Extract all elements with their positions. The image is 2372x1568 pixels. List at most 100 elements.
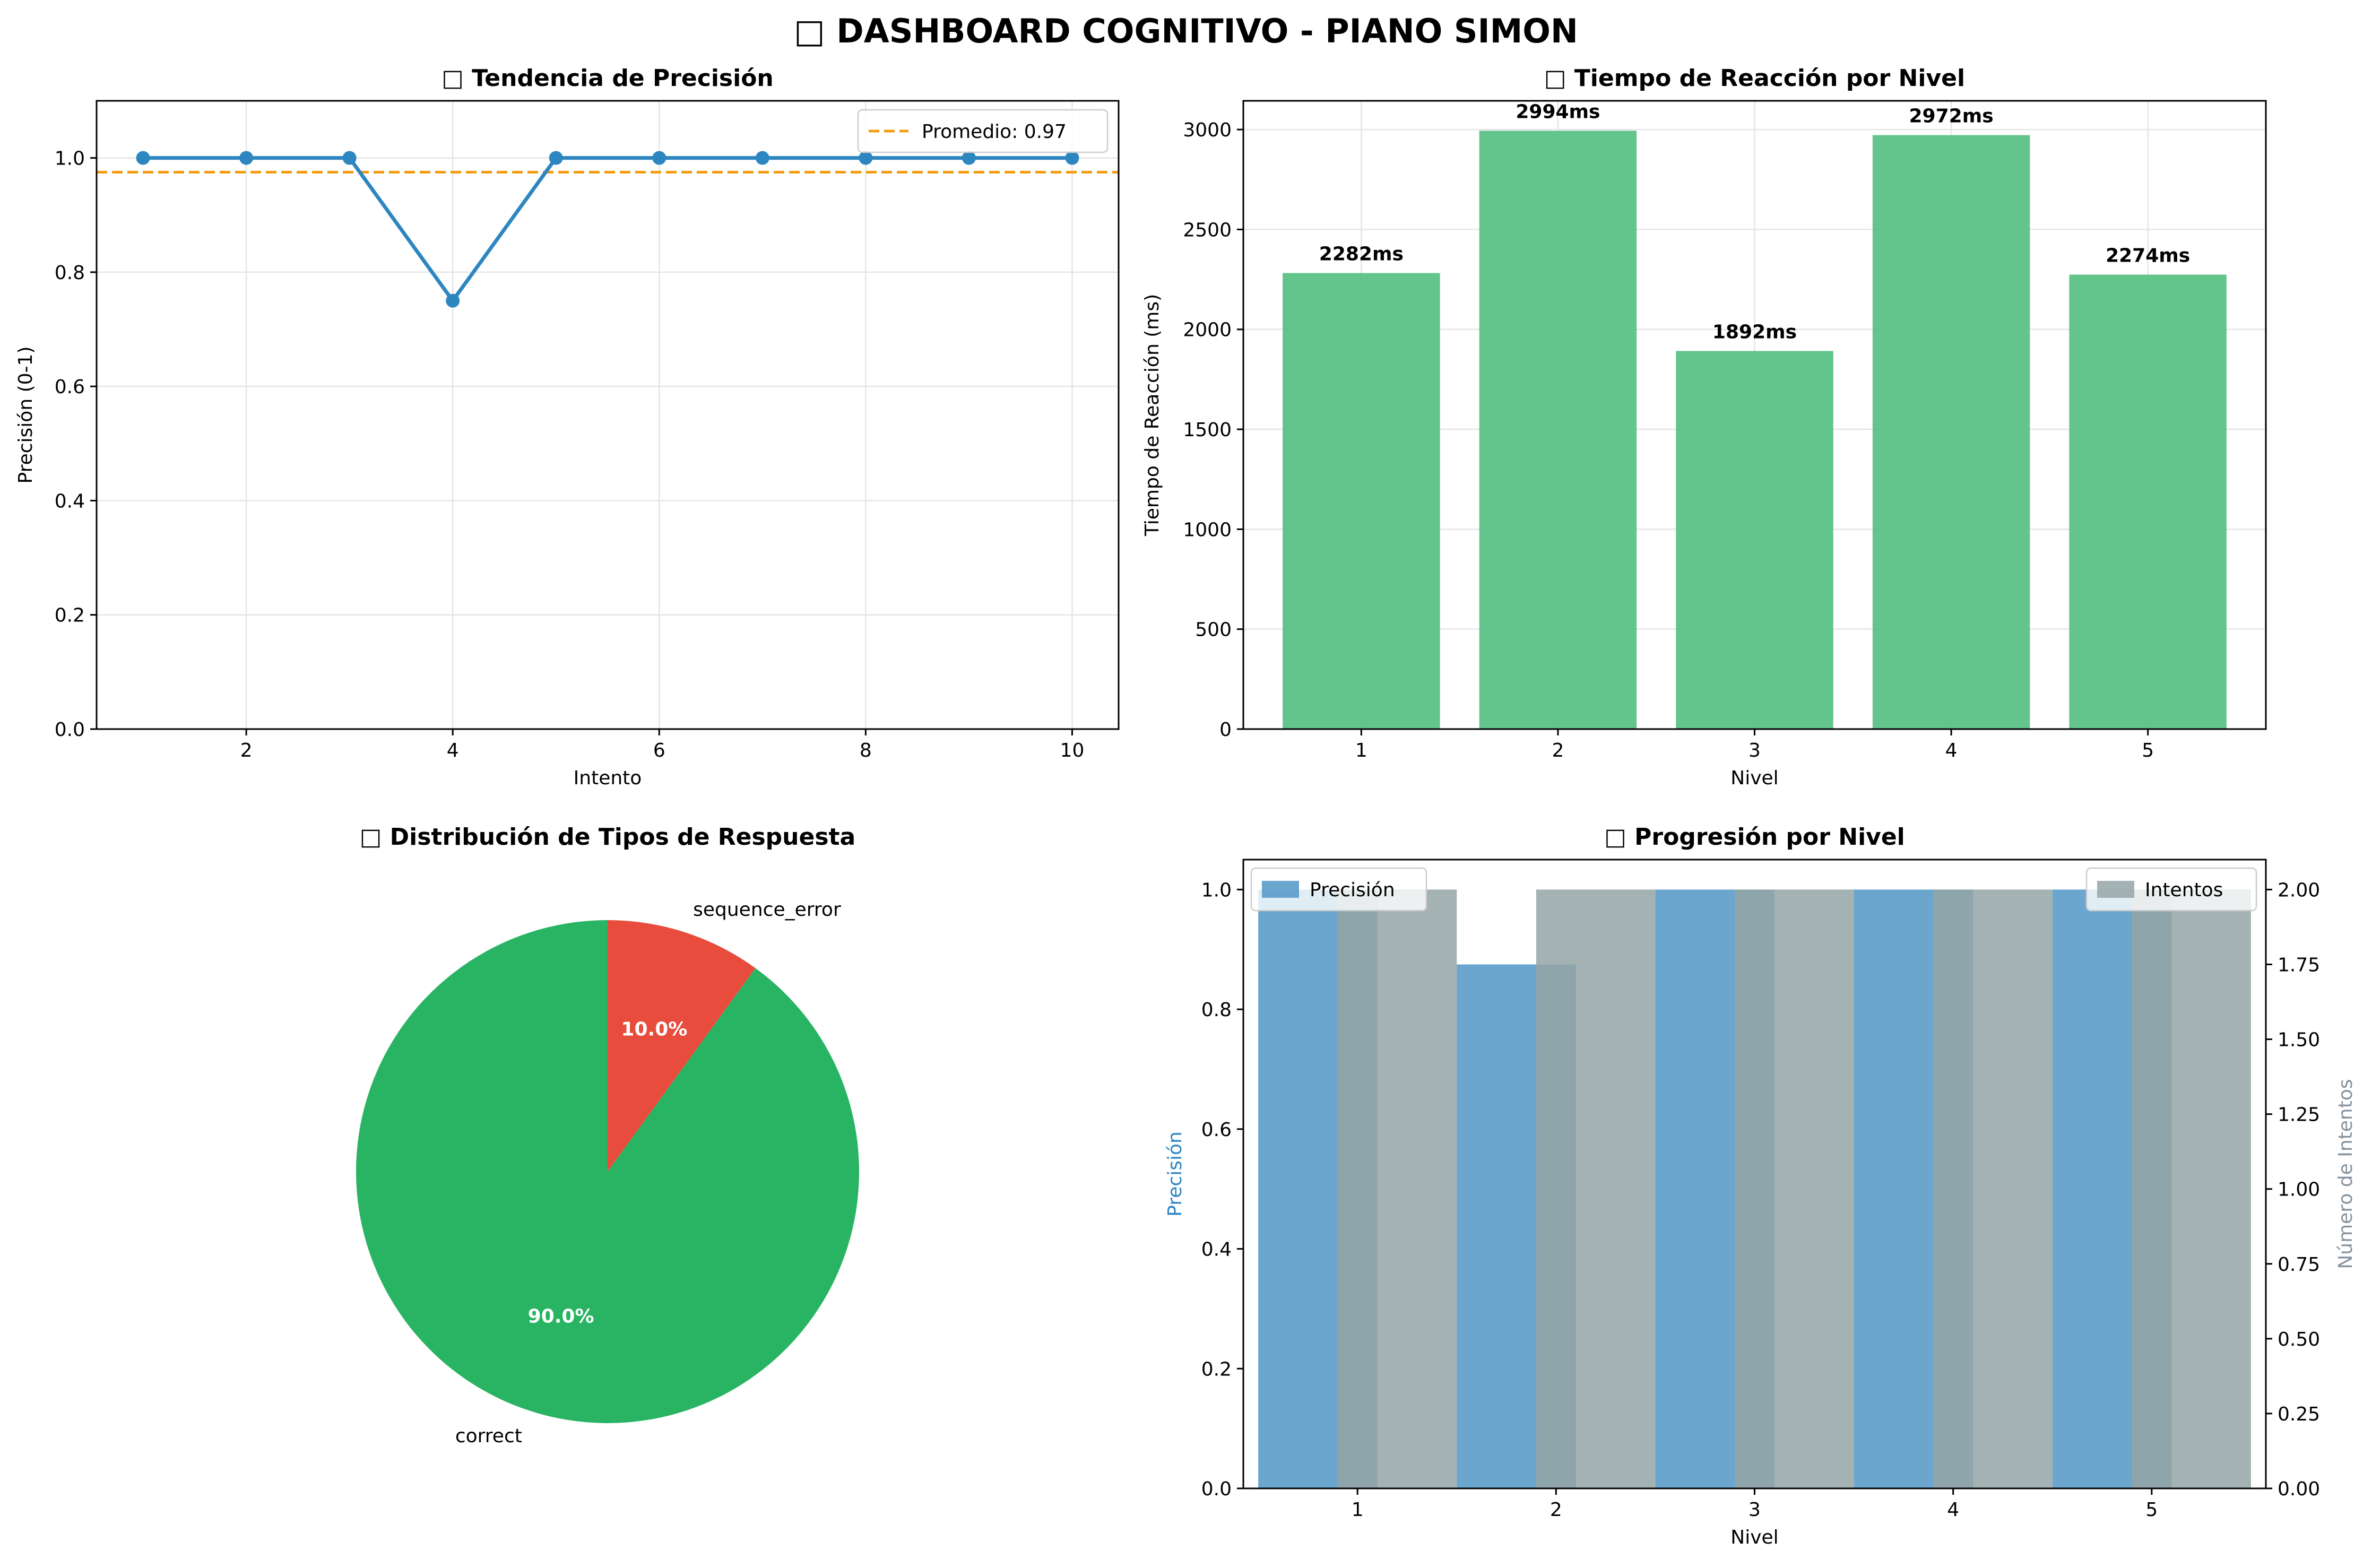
precision-trend-x-tick-label: 4 <box>447 740 459 761</box>
level-progression-bar-intentos <box>1735 889 1854 1488</box>
level-progression-y-tick-label: 0.8 <box>1201 999 1232 1021</box>
dashboard-title: □ DASHBOARD COGNITIVO - PIANO SIMON <box>794 12 1578 50</box>
level-progression-x-tick-label: 4 <box>1947 1499 1959 1521</box>
reaction-time-x-tick-label: 2 <box>1552 740 1564 761</box>
reaction-time-y-tick-label: 2500 <box>1183 219 1232 241</box>
response-distribution-slice-label: sequence_error <box>693 899 841 921</box>
level-progression-y2-tick-label: 0.00 <box>2278 1478 2320 1500</box>
level-progression-bar-intentos <box>1933 889 2053 1488</box>
level-progression-x-tick-label: 5 <box>2145 1499 2158 1521</box>
level-progression-title: □ Progresión por Nivel <box>1604 824 1905 851</box>
precision-trend-y-tick-label: 0.0 <box>55 719 85 741</box>
reaction-time-data-label: 2274ms <box>2106 245 2190 267</box>
reaction-time-data-label: 2994ms <box>1516 101 1600 123</box>
reaction-time-bar <box>1872 135 2030 729</box>
precision-trend-y-tick-label: 0.4 <box>55 490 85 512</box>
reaction-time-x-tick-label: 3 <box>1748 740 1761 761</box>
reaction-time-y-tick-label: 2000 <box>1183 319 1232 341</box>
reaction-time-y-tick-label: 0 <box>1219 719 1232 741</box>
level-progression-y2-tick-label: 0.75 <box>2278 1254 2320 1276</box>
response-distribution-slice <box>356 920 859 1423</box>
reaction-time-y-tick-label: 1500 <box>1183 419 1232 441</box>
precision-trend-data-point <box>549 151 563 165</box>
precision-trend-y-tick-label: 0.2 <box>55 605 85 627</box>
reaction-time-y-tick-label: 1000 <box>1183 519 1232 541</box>
level-progression-y2-axis-label: Número de Intentos <box>2335 1079 2357 1269</box>
level-progression-y2-tick-label: 0.25 <box>2278 1404 2320 1425</box>
response-distribution-slice <box>608 920 756 1172</box>
reaction-time-data-label: 2282ms <box>1319 244 1404 265</box>
reaction-time-data-label: 1892ms <box>1712 321 1797 343</box>
response-distribution-title: □ Distribución de Tipos de Respuesta <box>360 824 855 851</box>
chart-precision-trend: 0.0 0.2 0.4 0.6 0.8 1.0 2 4 6 8 10 □ Tendencia de P… <box>15 65 1120 789</box>
response-distribution-pct-label: 90.0% <box>528 1305 594 1327</box>
precision-trend-x-tick-label: 2 <box>240 740 253 761</box>
precision-trend-data-point <box>1065 151 1079 165</box>
chart-response-distribution: 10.0% sequence_error 90.0% correct □ Distrib… <box>356 824 859 1447</box>
level-progression-legend-label-intentos: Intentos <box>2145 879 2223 901</box>
level-progression-y2-tick-label: 1.00 <box>2278 1179 2320 1201</box>
level-progression-y-tick-label: 0.6 <box>1201 1119 1232 1141</box>
reaction-time-data-label: 2972ms <box>1909 106 1994 127</box>
level-progression-y2-tick-label: 1.75 <box>2278 955 2320 976</box>
reaction-time-x-tick-label: 5 <box>2142 740 2154 761</box>
reaction-time-bar <box>1479 131 1637 729</box>
precision-trend-title: □ Tendencia de Precisión <box>441 65 774 92</box>
level-progression-bar-intentos <box>1337 889 1457 1488</box>
precision-trend-y-tick-label: 0.6 <box>55 376 85 398</box>
precision-trend-x-tick-label: 6 <box>653 740 665 761</box>
level-progression-x-tick-label: 3 <box>1748 1499 1761 1521</box>
reaction-time-bar <box>1676 351 1833 729</box>
reaction-time-bar <box>2069 274 2227 729</box>
reaction-time-x-axis-label: Nivel <box>1730 767 1778 789</box>
level-progression-bar-intentos <box>2132 889 2251 1488</box>
level-progression-y2-tick-label: 0.50 <box>2278 1329 2320 1350</box>
precision-trend-data-point <box>136 151 150 165</box>
precision-trend-data-point <box>859 151 873 165</box>
level-progression-legend-swatch-precision <box>1262 881 1299 898</box>
precision-trend-data-point <box>239 151 254 165</box>
level-progression-legend-label-precision: Precisión <box>1310 879 1395 901</box>
level-progression-y2-tick-label: 2.00 <box>2278 879 2320 901</box>
chart-reaction-time: 2282ms2994ms1892ms2972ms2274ms0500100015… <box>1141 65 2267 789</box>
reaction-time-x-tick-label: 1 <box>1355 740 1367 761</box>
precision-trend-series-line <box>143 156 1072 303</box>
precision-trend-axes-frame <box>96 100 1120 730</box>
level-progression-y-tick-label: 0.0 <box>1201 1478 1232 1500</box>
precision-trend-y-tick-label: 0.8 <box>55 262 85 284</box>
level-progression-bar-intentos <box>1536 889 1656 1488</box>
level-progression-y-tick-label: 1.0 <box>1201 879 1232 901</box>
level-progression-y-tick-label: 0.4 <box>1201 1239 1232 1261</box>
level-progression-x-tick-label: 1 <box>1352 1499 1364 1521</box>
precision-trend-legend <box>857 109 1109 153</box>
precision-trend-legend-label: Promedio: 0.97 <box>922 121 1067 143</box>
level-progression-legend-swatch-intentos <box>2097 881 2134 898</box>
response-distribution-slice-label: correct <box>455 1425 522 1447</box>
precision-trend-x-tick-label: 10 <box>1060 740 1085 761</box>
reaction-time-y-tick-label: 3000 <box>1183 119 1232 141</box>
level-progression-x-axis-label: Nivel <box>1730 1527 1778 1548</box>
reaction-time-bar <box>1283 273 1440 729</box>
precision-trend-data-point <box>342 151 357 165</box>
reaction-time-y-tick-label: 500 <box>1195 619 1232 641</box>
level-progression-y-tick-label: 0.2 <box>1201 1358 1232 1380</box>
precision-trend-data-point <box>446 293 460 308</box>
precision-trend-data-point <box>652 151 666 165</box>
level-progression-y2-tick-label: 1.50 <box>2278 1029 2320 1051</box>
level-progression-legend-right <box>2085 867 2257 912</box>
reaction-time-title: □ Tiempo de Reacción por Nivel <box>1544 65 1965 92</box>
level-progression-x-tick-label: 2 <box>1550 1499 1562 1521</box>
precision-trend-y-tick-label: 1.0 <box>55 148 85 170</box>
precision-trend-data-point <box>962 151 976 165</box>
level-progression-y-axis-label: Precisión <box>1164 1131 1186 1217</box>
precision-trend-y-axis-label: Precisión (0-1) <box>15 346 37 484</box>
reaction-time-x-tick-label: 4 <box>1945 740 1958 761</box>
precision-trend-x-axis-label: Intento <box>574 767 642 789</box>
response-distribution-pct-label: 10.0% <box>621 1019 687 1041</box>
precision-trend-data-point <box>755 151 769 165</box>
level-progression-y2-tick-label: 1.25 <box>2278 1104 2320 1126</box>
chart-level-progression: 0.0 0.2 0.4 0.6 0.8 1.0 0.00 0.25 0.50 0.75 1.00 1.… <box>1164 824 2357 1548</box>
precision-trend-x-tick-label: 8 <box>860 740 872 761</box>
reaction-time-y-axis-label: Tiempo de Reacción (ms) <box>1141 294 1163 536</box>
